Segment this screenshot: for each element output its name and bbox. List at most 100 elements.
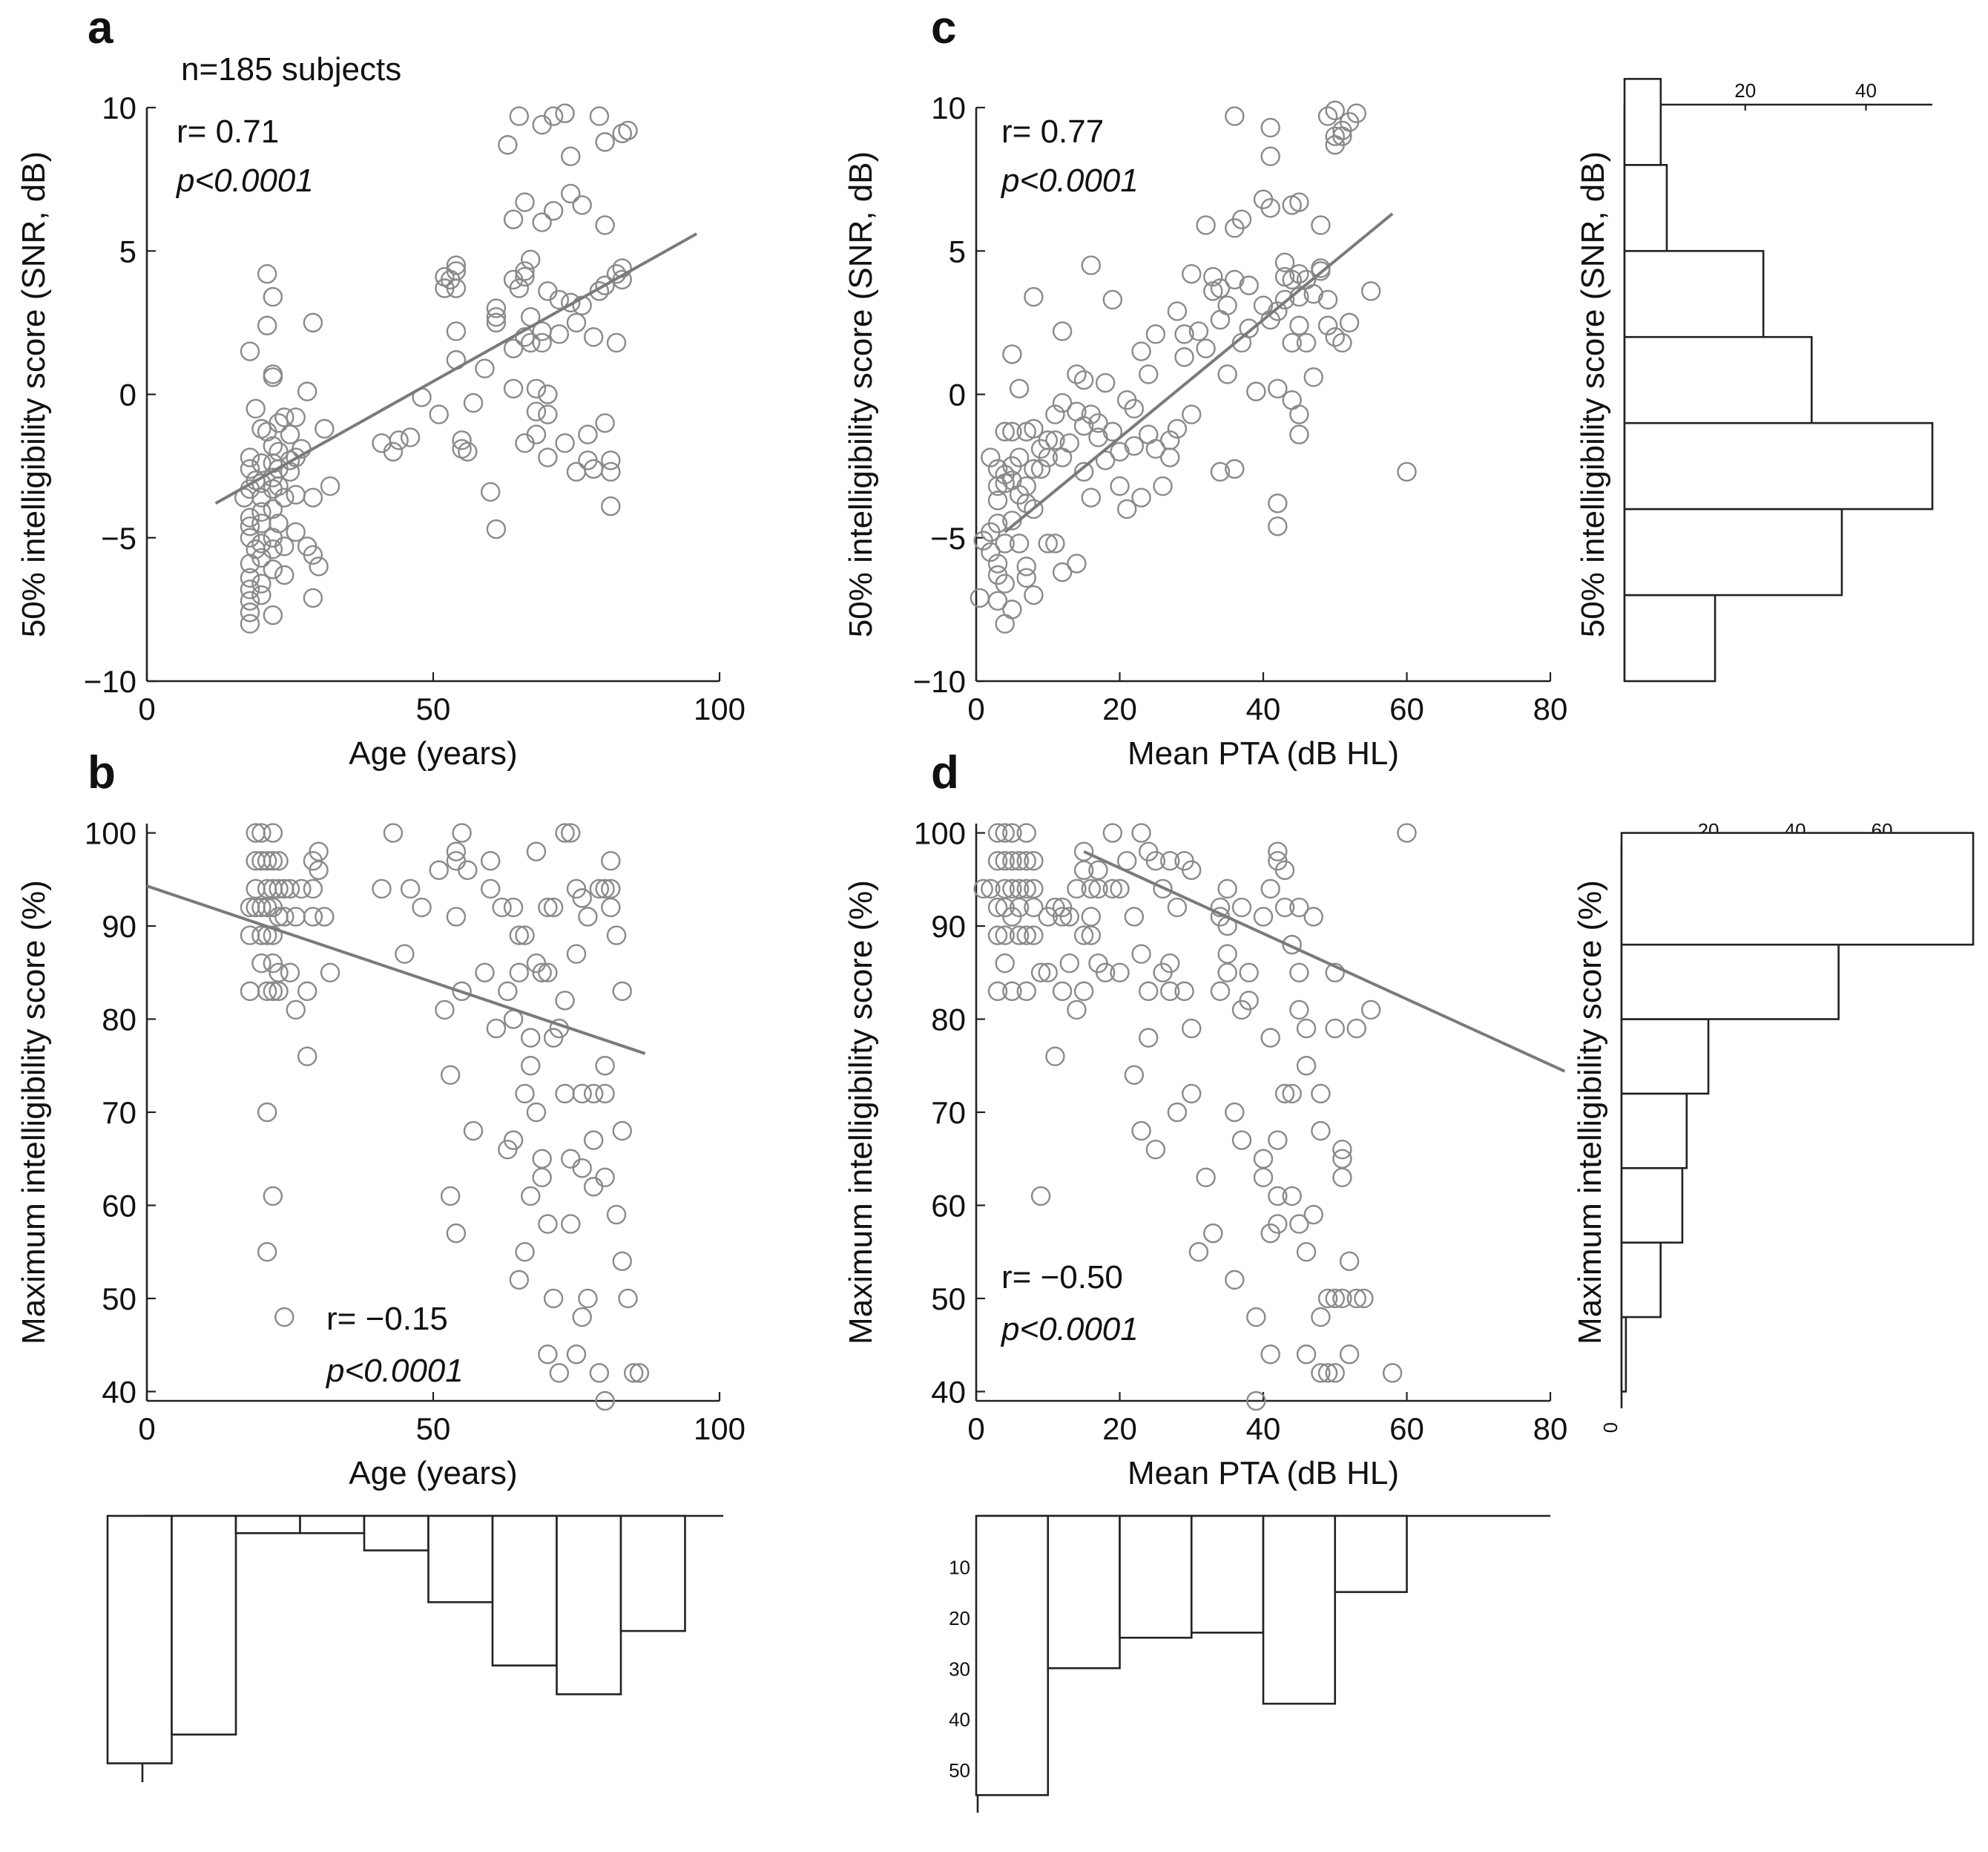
data-point <box>595 1083 615 1104</box>
data-point <box>595 1056 615 1076</box>
data-point <box>286 407 306 427</box>
data-point <box>1052 981 1073 1002</box>
data-point <box>1260 1344 1280 1365</box>
data-point <box>1303 284 1323 304</box>
data-point <box>481 850 501 871</box>
data-point <box>1325 962 1345 982</box>
data-point <box>532 332 552 353</box>
data-point <box>240 981 260 1002</box>
data-point <box>515 925 535 945</box>
data-point <box>987 513 1008 533</box>
hist-tick-label: 30 <box>949 1658 970 1680</box>
data-point <box>612 1251 632 1271</box>
data-point <box>395 944 415 964</box>
data-point <box>1311 1120 1331 1141</box>
data-point <box>561 1149 581 1169</box>
hist-tick-label: 50 <box>949 1759 970 1782</box>
data-point <box>240 614 260 634</box>
data-point <box>1145 1139 1166 1160</box>
data-point <box>561 823 581 843</box>
data-point <box>987 591 1008 611</box>
data-point <box>263 367 283 387</box>
data-point <box>458 441 478 462</box>
data-point <box>1311 1363 1331 1383</box>
data-point <box>1303 1204 1323 1225</box>
y-tick-label: 100 <box>914 816 966 851</box>
data-point <box>1016 493 1036 513</box>
x-tick-label: 80 <box>1533 1411 1568 1446</box>
data-point <box>1024 925 1044 945</box>
data-point <box>503 338 524 358</box>
hist-y-axis-label: 50% intelligibility score (SNR, dB) <box>1575 151 1611 637</box>
data-point <box>463 1120 484 1141</box>
data-point <box>251 453 271 473</box>
data-point <box>595 879 615 899</box>
data-point <box>1045 404 1065 424</box>
data-point <box>274 536 294 556</box>
data-point <box>1239 991 1259 1011</box>
x-tick-label: 20 <box>1102 1411 1137 1446</box>
data-point <box>995 533 1015 554</box>
panel-c-p-value: p<0.0001 <box>1000 162 1139 199</box>
data-point <box>981 447 1001 467</box>
regression-line <box>214 232 698 505</box>
data-point <box>263 286 283 307</box>
data-point <box>612 1120 632 1141</box>
y-tick-label: 70 <box>102 1095 136 1130</box>
data-point <box>987 897 1008 918</box>
data-point <box>1167 418 1188 439</box>
data-point <box>526 401 547 421</box>
data-point <box>549 324 570 344</box>
hist-tick-label: 20 <box>1734 79 1756 102</box>
data-point <box>1138 1028 1159 1048</box>
data-point <box>303 545 323 565</box>
data-point <box>251 823 271 843</box>
data-point <box>1274 1083 1295 1104</box>
data-point <box>1203 266 1223 287</box>
data-point <box>486 298 507 318</box>
data-point <box>1289 897 1309 918</box>
data-point <box>538 281 558 301</box>
data-point <box>572 888 592 908</box>
data-point <box>315 907 335 927</box>
x-axis-label: Mean PTA (dB HL) <box>1128 735 1399 772</box>
data-point <box>555 433 575 453</box>
data-point <box>429 860 449 880</box>
data-point <box>446 841 467 861</box>
hist-bar <box>1623 249 1765 338</box>
data-point <box>1045 533 1065 554</box>
data-point <box>257 1242 277 1262</box>
data-point <box>257 263 277 284</box>
data-point <box>1052 393 1073 413</box>
data-point <box>1325 126 1345 146</box>
data-point <box>515 266 535 287</box>
panel-b-r-value: r= −0.15 <box>326 1301 448 1337</box>
y-tick-label: 90 <box>102 909 136 944</box>
hist-bar <box>619 1514 686 1632</box>
data-point <box>1067 879 1087 899</box>
data-point <box>1030 962 1051 982</box>
data-point <box>1260 146 1280 166</box>
data-point <box>458 860 478 880</box>
data-point <box>1260 198 1280 218</box>
data-point <box>269 413 289 433</box>
data-point <box>572 1083 592 1104</box>
data-point <box>1246 381 1266 401</box>
y-tick-label: 40 <box>102 1374 136 1409</box>
data-point <box>1167 897 1188 918</box>
data-point <box>286 522 306 542</box>
y-axis-label: Maximum intelligibility score (%) <box>16 880 52 1344</box>
data-point <box>1260 117 1280 138</box>
data-point <box>452 430 472 450</box>
y-tick-label: 90 <box>931 909 966 944</box>
data-point <box>1339 312 1360 333</box>
data-point <box>606 925 627 945</box>
data-point <box>1052 562 1073 582</box>
data-point <box>303 907 323 927</box>
hist-bar <box>1620 1018 1710 1095</box>
data-point <box>521 1186 541 1206</box>
data-point <box>601 850 621 871</box>
data-point <box>1253 1149 1274 1169</box>
subject-count-note: n=185 subjects <box>181 51 401 88</box>
